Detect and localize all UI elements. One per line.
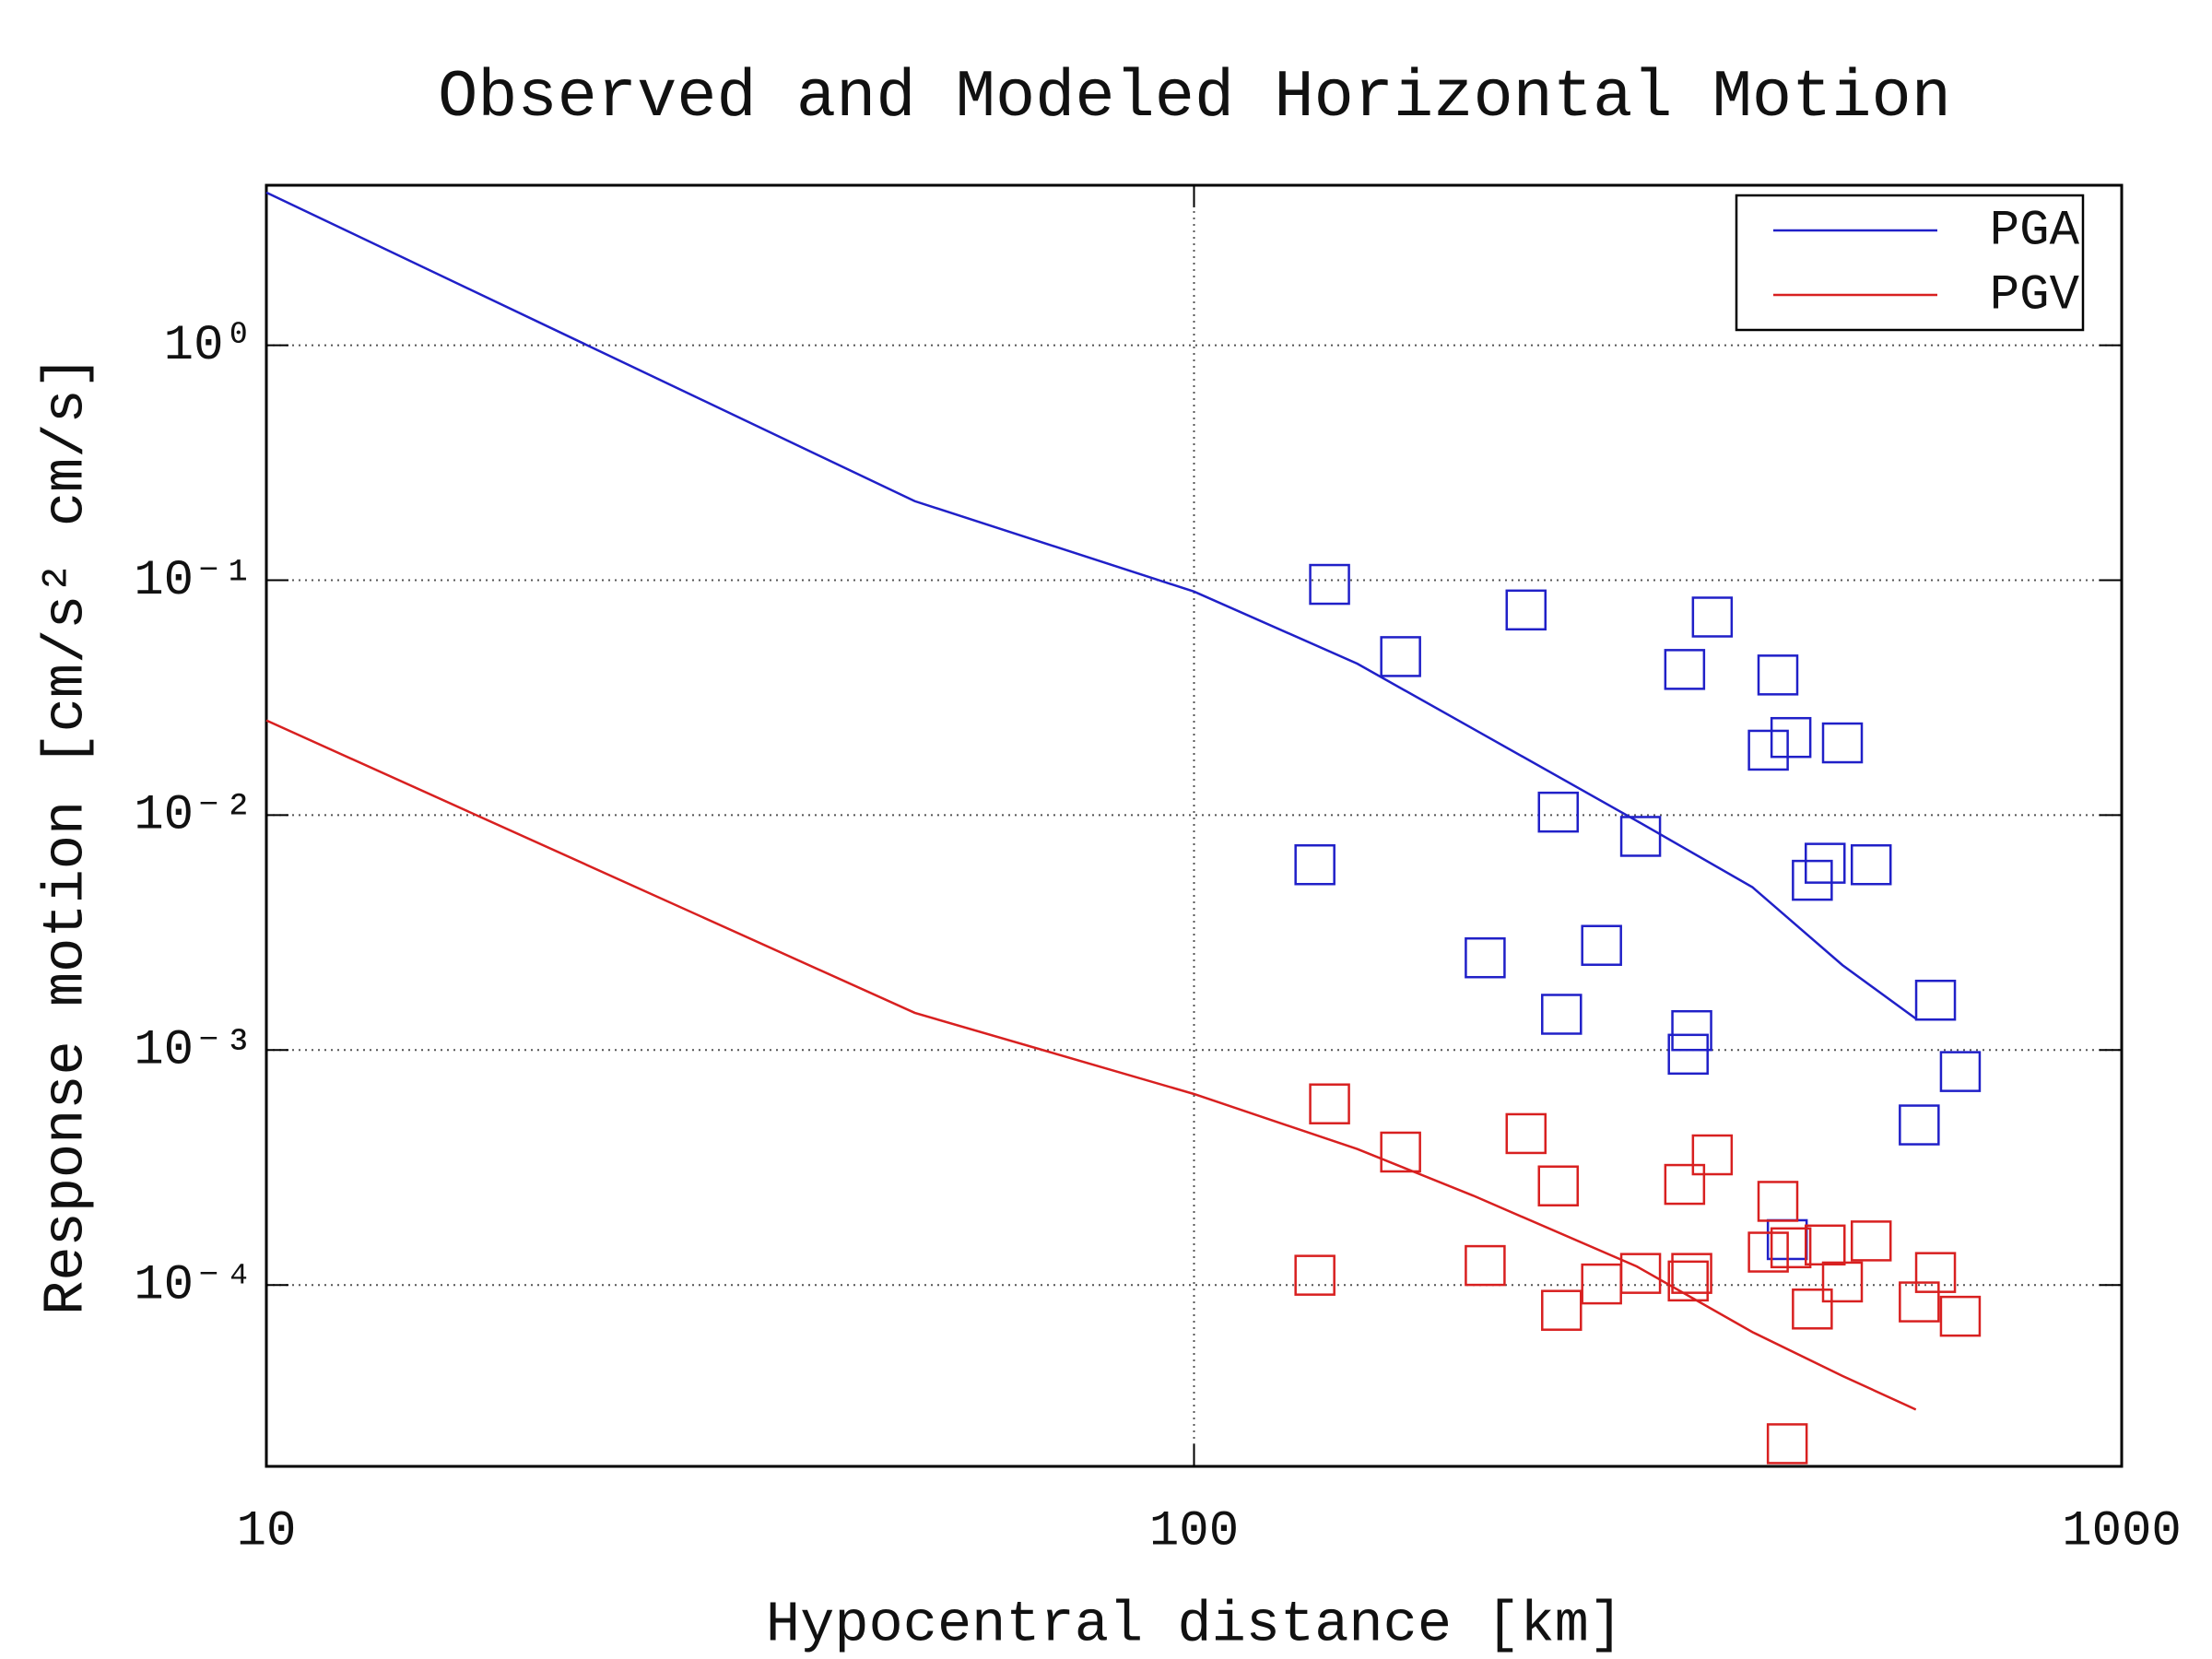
observed-point [1899, 1104, 1940, 1146]
observed-point [1294, 843, 1335, 886]
observed-point [1465, 1244, 1506, 1287]
observed-point [1850, 843, 1892, 886]
observed-point [1671, 1009, 1712, 1052]
y-tick-label: 10⁰ [164, 318, 253, 374]
observed-point [1757, 1181, 1799, 1222]
observed-point [1691, 596, 1734, 638]
observed-point [1914, 979, 1957, 1021]
observed-point [1537, 791, 1579, 833]
observed-point [1581, 924, 1622, 966]
x-tick-label: 100 [1149, 1503, 1239, 1559]
chart-title: Observed and Modeled Horizontal Motion [438, 60, 1951, 135]
legend-label: PGV [1990, 267, 2080, 324]
observed-point [1939, 1295, 1982, 1337]
observed-point [1850, 1220, 1892, 1262]
observed-point [1792, 1288, 1833, 1330]
observed-point [1671, 1253, 1712, 1294]
observed-point [1667, 1033, 1709, 1076]
observed-point [1667, 1260, 1709, 1302]
plot-frame [265, 183, 2124, 1468]
observed-point [1939, 1051, 1982, 1092]
observed-point [1294, 1254, 1335, 1296]
x-tick-label: 1000 [2062, 1503, 2182, 1559]
observed-point [1541, 1289, 1583, 1331]
observed-point [1581, 1263, 1622, 1305]
series-line [265, 719, 1917, 1411]
observed-point [1691, 1134, 1734, 1176]
observed-point [1821, 722, 1864, 764]
observed-point [1747, 729, 1789, 771]
observed-point [1757, 654, 1799, 696]
observed-point [1619, 816, 1662, 857]
observed-point [1380, 1131, 1421, 1173]
y-tick-label: 10⁻² [134, 788, 253, 844]
observed-point [1914, 1252, 1957, 1293]
observed-point [1899, 1281, 1940, 1323]
observed-point [1805, 842, 1846, 884]
observed-point [1380, 636, 1421, 677]
observed-point [1505, 1112, 1547, 1155]
observed-point [1537, 1165, 1579, 1206]
legend-label: PGA [1990, 203, 2080, 259]
observed-point [1465, 936, 1506, 979]
observed-point [1747, 1231, 1789, 1273]
x-tick-label: 10 [237, 1503, 297, 1559]
x-axis-label: Hypocentral distance [km] [766, 1592, 1623, 1657]
observed-point [1805, 1224, 1846, 1266]
observed-point [1541, 994, 1583, 1035]
observed-point [1664, 1163, 1706, 1206]
y-tick-label: 10⁻⁴ [134, 1257, 253, 1313]
observed-point [1792, 859, 1833, 901]
observed-point [1766, 1423, 1808, 1465]
y-tick-label: 10⁻¹ [134, 553, 253, 609]
observed-point [1505, 589, 1547, 631]
observed-point [1309, 1083, 1350, 1124]
observed-point [1309, 563, 1350, 606]
y-axis-label: Response motion [cm/s² cm/s] [33, 355, 99, 1315]
observed-point [1821, 1261, 1864, 1303]
legend-box [1735, 194, 2085, 332]
observed-point [1770, 1227, 1812, 1269]
observed-point [1664, 649, 1706, 690]
y-tick-label: 10⁻³ [134, 1023, 253, 1079]
series-line [265, 191, 1917, 1020]
observed-point [1619, 1253, 1662, 1294]
observed-point [1770, 716, 1812, 759]
